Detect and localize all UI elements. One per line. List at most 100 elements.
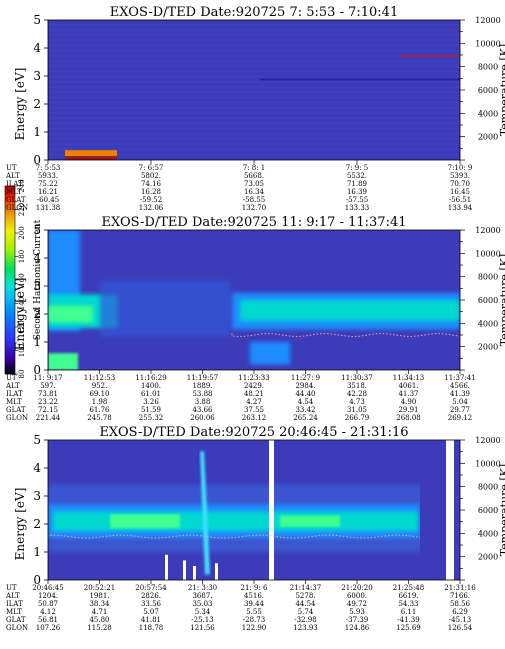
table-cell: 29.91 — [398, 406, 418, 414]
heatmap-body — [48, 24, 460, 160]
table-cell: -45.13 — [449, 616, 471, 624]
y-axis-label: Energy [eV] — [13, 278, 27, 351]
table-cell: 6000. — [347, 592, 367, 600]
heatmap-stripe — [48, 133, 460, 135]
table-cell: -28.73 — [243, 616, 265, 624]
table-cell: 133.33 — [345, 204, 370, 212]
table-cell: 20:52:21 — [84, 584, 115, 592]
temperature-trace — [231, 333, 460, 337]
table-cell: 7166. — [450, 592, 470, 600]
table-cell: 41.81 — [141, 616, 161, 624]
table-cell: 123.93 — [293, 624, 318, 632]
table-cell: 5.04 — [452, 398, 468, 406]
heatmap-stripe — [48, 128, 460, 130]
table-cell: 5933. — [38, 172, 58, 180]
y-axis-label: Energy [eV] — [13, 68, 27, 141]
orbit-table: UT 20:46:45 20:52:21 20:57:54 21: 3:30 21: 9:… — [5, 584, 476, 632]
heatmap-stripe — [48, 148, 460, 150]
table-cell: 7: 6:57 — [139, 164, 164, 172]
table-row-label: ALT — [5, 592, 20, 600]
heatmap-stripe — [48, 70, 460, 72]
table-cell: 48.21 — [244, 390, 264, 398]
heatmap-body — [48, 230, 460, 370]
table-cell: 16.39 — [347, 188, 367, 196]
heatmap-stripe — [48, 122, 460, 124]
table-row-label: GLAT — [6, 406, 26, 414]
table-cell: 44.54 — [295, 600, 316, 608]
table-row-label: ALT — [5, 382, 20, 390]
y2-tick-label: 10000 — [475, 249, 500, 258]
colorbar-tick-label: 80 — [18, 370, 26, 379]
table-cell: 132.70 — [242, 204, 267, 212]
y2-tick-label: 4000 — [478, 319, 498, 328]
table-cell: 6.29 — [452, 608, 468, 616]
heatmap-region — [100, 280, 230, 337]
chart-panel-2: EXOS-D/TED Date:920725 11: 9:17 - 11:37:… — [5, 215, 505, 422]
table-row-label: MLT — [6, 188, 22, 196]
y2-tick-label: 10000 — [475, 459, 500, 468]
table-cell: 53.88 — [192, 390, 212, 398]
table-cell: 5668. — [244, 172, 264, 180]
y-tick-label: 5 — [33, 13, 41, 27]
table-cell: 35.03 — [192, 600, 212, 608]
table-cell: 50.87 — [38, 600, 58, 608]
y-tick-label: 2 — [33, 517, 41, 531]
table-cell: 4516. — [244, 592, 264, 600]
table-cell: 20:46:45 — [32, 584, 63, 592]
table-cell: 38.34 — [89, 600, 110, 608]
table-cell: 6.11 — [401, 608, 417, 616]
table-cell: 3687. — [192, 592, 212, 600]
table-cell: 124.86 — [345, 624, 370, 632]
y-tick-label: 2 — [33, 97, 41, 111]
table-cell: 5.74 — [298, 608, 314, 616]
table-cell: 45.80 — [89, 616, 109, 624]
table-row-label: UT — [6, 584, 17, 592]
heatmap-band-core — [48, 305, 93, 323]
table-cell: 16.21 — [38, 188, 58, 196]
table-cell: 73.81 — [38, 390, 58, 398]
y-tick-label: 4 — [33, 251, 41, 265]
table-cell: 11:12:53 — [84, 374, 115, 382]
table-cell: 221.44 — [36, 414, 61, 422]
y2-axis-label: Temperature [K] — [498, 254, 505, 346]
table-cell: 41.39 — [450, 390, 470, 398]
table-cell: 952. — [92, 382, 108, 390]
table-cell: 245.78 — [87, 414, 112, 422]
table-cell: 11:27: 9 — [291, 374, 320, 382]
colorbar-tick-label: 240 — [18, 179, 26, 192]
colorbar-tick-label: 120 — [18, 320, 26, 333]
table-cell: 37.55 — [244, 406, 264, 414]
heatmap-cell-hot — [65, 150, 117, 157]
table-cell: 121.56 — [190, 624, 215, 632]
table-row-label: GLON — [6, 624, 28, 632]
y-tick-label: 0 — [33, 573, 41, 587]
table-cell: 5.07 — [143, 608, 159, 616]
heatmap-stripe — [48, 143, 460, 145]
data-gap — [269, 440, 274, 580]
table-cell: 122.90 — [242, 624, 267, 632]
table-cell: -56.51 — [449, 196, 471, 204]
table-cell: -32.98 — [294, 616, 316, 624]
table-row-label: MLT — [6, 608, 22, 616]
table-cell: 51.59 — [141, 406, 161, 414]
table-cell: 5278. — [295, 592, 315, 600]
y-tick-label: 5 — [33, 223, 41, 237]
data-gap — [193, 566, 196, 580]
y-tick-label: 2 — [33, 307, 41, 321]
table-cell: -25.13 — [191, 616, 213, 624]
table-cell: 5393. — [450, 172, 470, 180]
table-cell: 33.42 — [295, 406, 315, 414]
table-cell: 4.71 — [92, 608, 108, 616]
table-cell: 73.05 — [244, 180, 264, 188]
table-cell: 133.94 — [448, 204, 473, 212]
y2-axis-label: Temperature [K] — [498, 44, 505, 136]
y2-tick-label: 4000 — [478, 109, 498, 118]
table-cell: 11:30:37 — [341, 374, 372, 382]
table-cell: 29.77 — [450, 406, 470, 414]
table-cell: 5.34 — [195, 608, 211, 616]
heatmap-region — [48, 353, 78, 370]
table-cell: 260.06 — [190, 414, 215, 422]
y-tick-label: 5 — [33, 433, 41, 447]
y2-tick-label: 2000 — [478, 133, 498, 142]
